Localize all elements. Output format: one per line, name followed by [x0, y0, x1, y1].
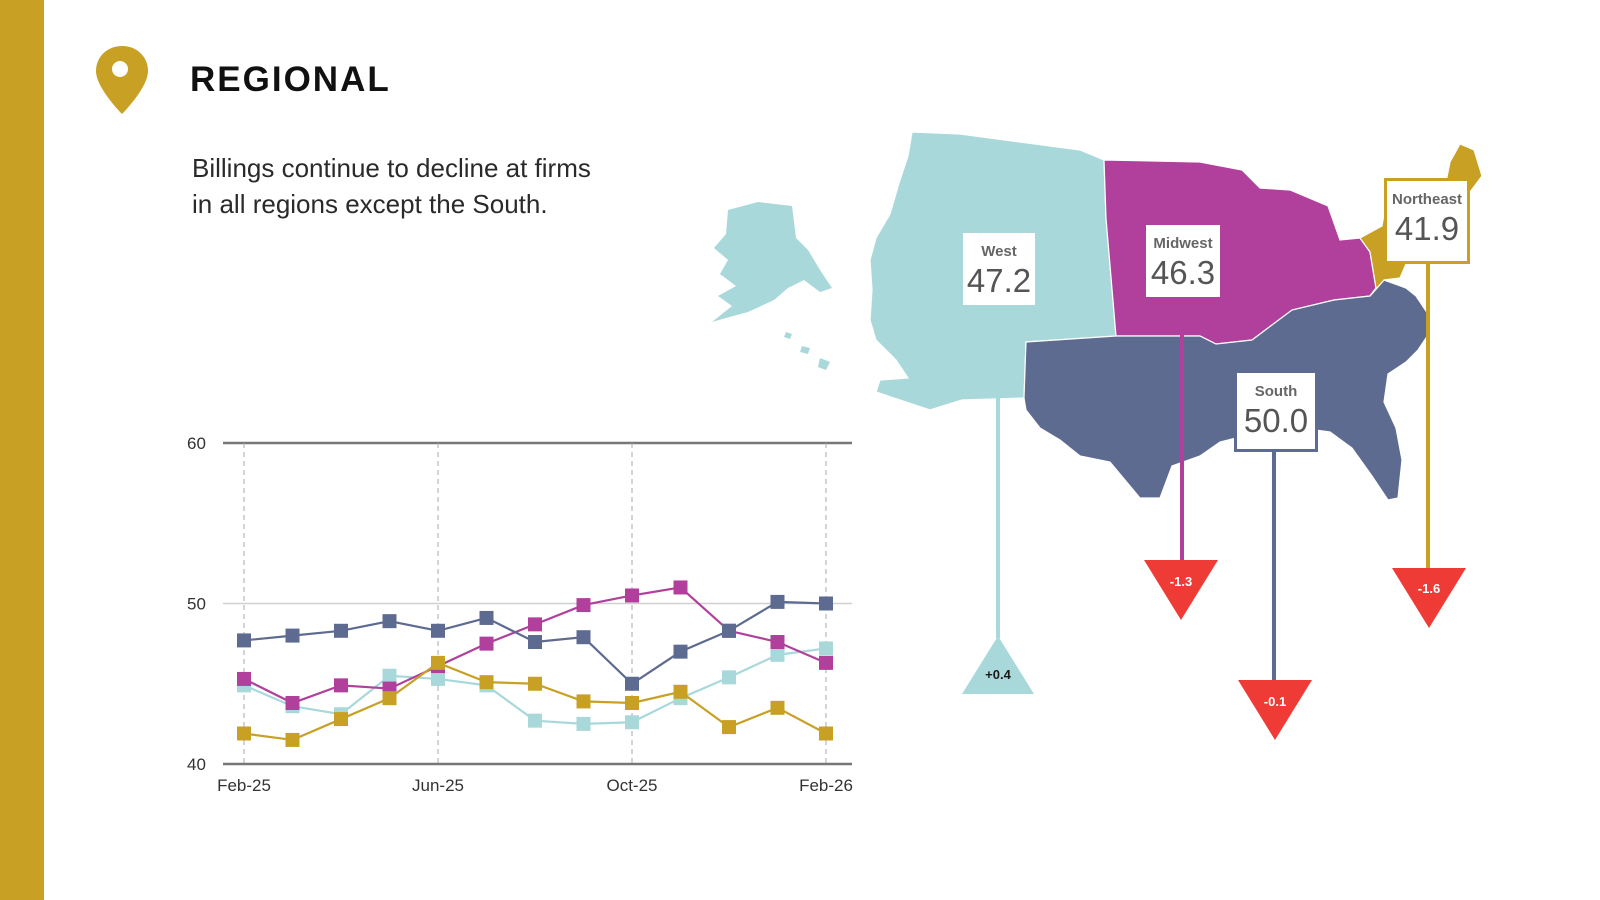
- data-point-midwest: [237, 671, 251, 686]
- data-point-west: [722, 670, 736, 685]
- region-label-south: South 50.0: [1234, 370, 1318, 452]
- data-point-south: [625, 676, 639, 691]
- data-point-west: [625, 715, 639, 730]
- data-point-south: [285, 628, 300, 643]
- data-point-south: [237, 633, 251, 648]
- data-point-midwest: [576, 598, 591, 613]
- page-subtitle: Billings continue to decline at firms in…: [192, 150, 662, 222]
- data-point-south: [479, 610, 494, 625]
- region-name-south: South: [1254, 383, 1298, 400]
- x-tick-label: Feb-26: [799, 776, 853, 795]
- data-point-south: [431, 623, 445, 638]
- change-value-midwest: -1.3: [1169, 574, 1193, 589]
- data-point-northeast: [528, 676, 542, 691]
- data-point-midwest: [479, 636, 494, 651]
- data-point-west: [528, 713, 542, 728]
- chart-axis-labels: 40 50 60 Feb-25 Jun-25 Oct-25 Feb-26: [187, 434, 853, 795]
- us-regions-map: [712, 131, 1483, 740]
- data-point-south: [770, 594, 785, 609]
- data-point-midwest: [334, 678, 348, 693]
- data-point-northeast: [382, 691, 397, 706]
- data-point-west: [382, 668, 397, 683]
- data-point-south: [334, 623, 348, 638]
- data-point-west: [819, 641, 833, 656]
- region-label-west: West 47.2: [960, 230, 1038, 308]
- data-point-northeast: [673, 684, 688, 699]
- change-value-west: +0.4: [985, 667, 1011, 682]
- south-decline-triangle: [1238, 680, 1312, 740]
- region-label-northeast: Northeast 41.9: [1384, 178, 1470, 264]
- billings-line-chart: 40 50 60 Feb-25 Jun-25 Oct-25 Feb-26: [187, 434, 853, 795]
- data-point-northeast: [576, 694, 591, 709]
- change-value-northeast: -1.6: [1417, 581, 1441, 596]
- data-point-west: [576, 716, 591, 731]
- data-point-midwest: [770, 635, 785, 650]
- hawaii-islands: [784, 332, 830, 370]
- data-point-midwest: [819, 655, 833, 670]
- alaska-shape: [712, 202, 832, 322]
- data-point-northeast: [770, 700, 785, 715]
- subtitle-line-2: in all regions except the South.: [192, 189, 548, 219]
- data-point-northeast: [625, 696, 639, 711]
- region-label-midwest: Midwest 46.3: [1143, 222, 1223, 300]
- y-tick-label: 60: [187, 434, 206, 453]
- chart-series: [237, 580, 833, 747]
- data-point-northeast: [431, 655, 445, 670]
- y-tick-label: 40: [187, 755, 206, 774]
- data-point-midwest: [673, 580, 688, 595]
- data-point-midwest: [625, 588, 639, 603]
- data-point-south: [819, 596, 833, 611]
- data-point-northeast: [285, 732, 300, 747]
- region-name-northeast: Northeast: [1391, 191, 1462, 208]
- region-name-midwest: Midwest: [1153, 235, 1213, 252]
- data-point-midwest: [528, 617, 542, 632]
- location-pin-icon: [96, 46, 148, 114]
- data-point-northeast: [479, 675, 494, 690]
- x-tick-label: Feb-25: [217, 776, 271, 795]
- region-value-west: 47.2: [966, 262, 1032, 299]
- data-point-midwest: [285, 696, 300, 711]
- data-point-northeast: [237, 726, 251, 741]
- data-point-south: [722, 623, 736, 638]
- data-point-west: [431, 671, 445, 686]
- region-value-northeast: 41.9: [1394, 210, 1460, 247]
- x-tick-label: Oct-25: [606, 776, 657, 795]
- data-point-northeast: [819, 726, 833, 741]
- region-name-west: West: [981, 243, 1017, 260]
- region-value-south: 50.0: [1243, 402, 1309, 439]
- midwest-decline-triangle: [1144, 560, 1218, 620]
- data-point-south: [673, 644, 688, 659]
- x-tick-label: Jun-25: [412, 776, 464, 795]
- accent-sidebar: [0, 0, 44, 900]
- page-title: REGIONAL: [190, 60, 391, 99]
- data-point-south: [576, 630, 591, 645]
- chart-gridlines: [223, 441, 852, 766]
- region-value-midwest: 46.3: [1150, 254, 1216, 291]
- northeast-decline-triangle: [1392, 568, 1466, 628]
- data-point-northeast: [334, 712, 348, 727]
- map-region-south[interactable]: [1023, 279, 1431, 501]
- data-point-northeast: [722, 720, 736, 735]
- change-value-south: -0.1: [1263, 694, 1287, 709]
- data-point-south: [528, 635, 542, 650]
- data-point-south: [382, 614, 397, 629]
- west-increase-triangle: [962, 636, 1034, 694]
- data-point-west: [770, 647, 785, 662]
- y-tick-label: 50: [187, 595, 206, 614]
- subtitle-line-1: Billings continue to decline at firms: [192, 153, 591, 183]
